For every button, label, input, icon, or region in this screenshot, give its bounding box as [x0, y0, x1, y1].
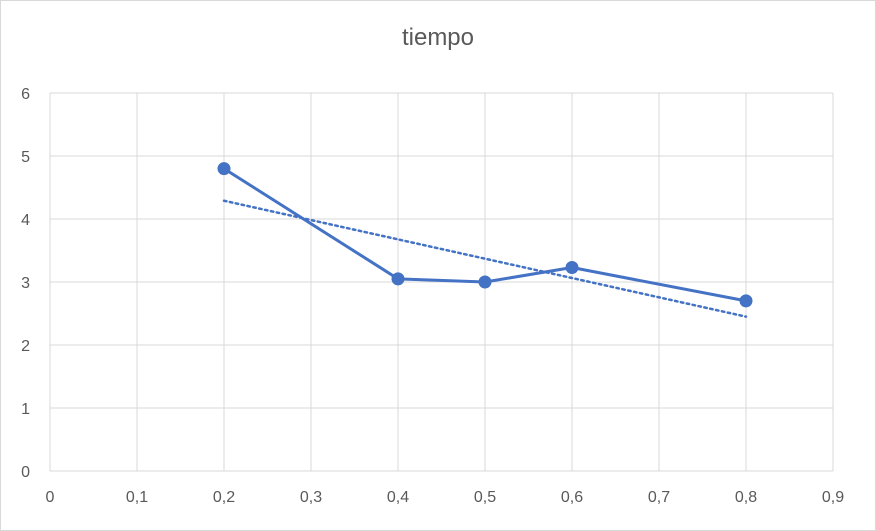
x-tick-label: 0,4: [387, 489, 409, 506]
chart-title: tiempo: [401, 24, 475, 51]
x-tick-label: 0,3: [300, 489, 322, 506]
x-tick-label: 0,8: [735, 489, 757, 506]
y-axis-ticks: 0 1 2 3 4 5 6: [21, 86, 30, 481]
x-tick-label: 0,1: [126, 489, 148, 506]
linear-trendline: [222, 199, 748, 318]
x-axis-ticks: 0 0,1 0,2 0,3 0,4 0,5 0,6 0,7 0,8 0,9: [46, 489, 845, 506]
y-tick-label: 0: [21, 464, 30, 481]
y-tick-label: 5: [21, 149, 30, 166]
data-point: [478, 275, 492, 289]
trendline-layer: [222, 199, 748, 318]
x-tick-label: 0,6: [561, 489, 583, 506]
data-point: [217, 162, 231, 176]
y-tick-label: 4: [21, 212, 30, 229]
x-tick-label: 0,5: [474, 489, 496, 506]
data-point: [565, 261, 579, 275]
x-tick-label: 0,2: [213, 489, 235, 506]
x-tick-label: 0: [46, 489, 55, 506]
data-point: [391, 272, 405, 286]
y-tick-label: 3: [21, 275, 30, 292]
gridlines: [49, 92, 834, 472]
y-tick-label: 2: [21, 338, 30, 355]
y-tick-label: 6: [21, 86, 30, 103]
x-tick-label: 0,7: [648, 489, 670, 506]
x-tick-label: 0,9: [822, 489, 844, 506]
data-point: [739, 294, 753, 308]
y-tick-label: 1: [21, 401, 30, 418]
series-layer: [217, 162, 753, 308]
